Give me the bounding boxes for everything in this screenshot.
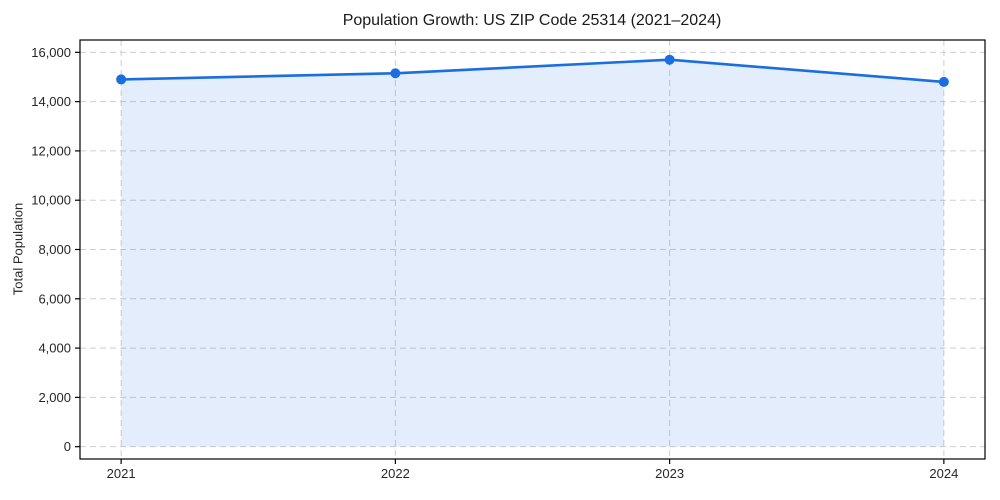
chart-title: Population Growth: US ZIP Code 25314 (20… xyxy=(342,12,722,29)
y-tick-label: 16,000 xyxy=(31,45,71,60)
y-tick-label: 4,000 xyxy=(38,341,71,356)
area-fill xyxy=(121,59,944,447)
data-point xyxy=(664,54,675,65)
y-tick-label: 8,000 xyxy=(38,242,71,257)
x-tick-label: 2023 xyxy=(655,466,684,481)
data-point xyxy=(116,74,127,85)
y-tick-label: 2,000 xyxy=(38,390,71,405)
y-tick-label: 6,000 xyxy=(38,291,71,306)
x-tick-label: 2022 xyxy=(381,466,410,481)
x-tick-label: 2024 xyxy=(929,466,958,481)
y-axis-label: Total Population xyxy=(10,202,26,296)
x-tick-label: 2021 xyxy=(107,466,136,481)
y-tick-label: 0 xyxy=(64,439,71,454)
data-line xyxy=(119,58,946,84)
data-point xyxy=(938,76,949,87)
data-point xyxy=(390,68,401,79)
y-tick-label: 10,000 xyxy=(31,193,71,208)
y-tick-label: 12,000 xyxy=(31,143,71,158)
y-tick-label: 14,000 xyxy=(31,94,71,109)
